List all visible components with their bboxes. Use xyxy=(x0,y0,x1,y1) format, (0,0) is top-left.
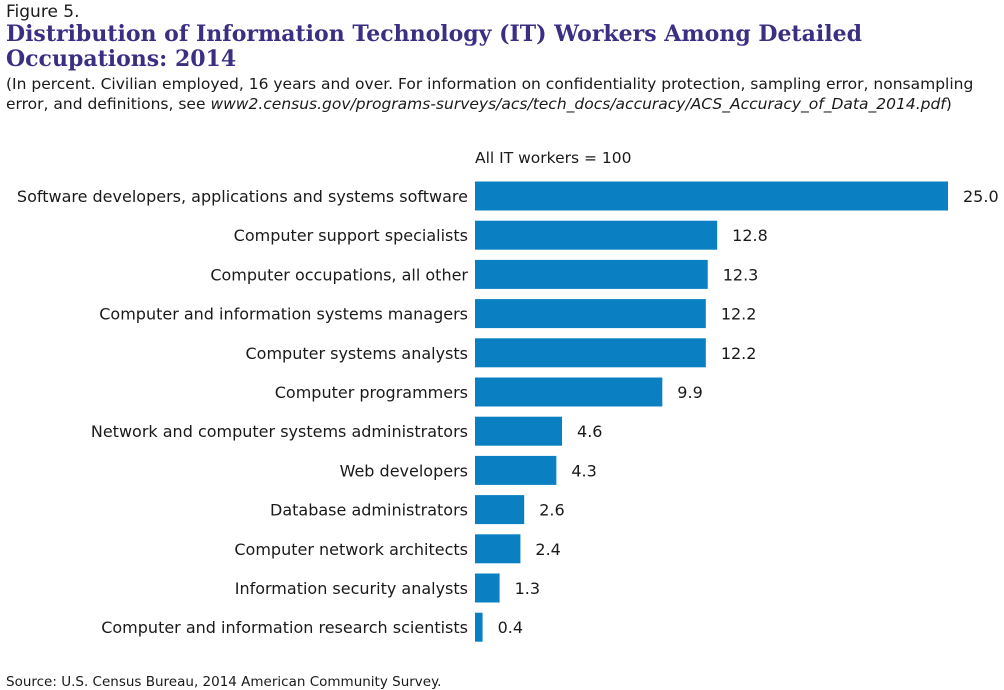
value-label: 12.2 xyxy=(721,305,757,324)
category-label: Computer and information systems manager… xyxy=(99,305,468,324)
value-label: 2.6 xyxy=(539,501,564,520)
value-label: 9.9 xyxy=(677,383,702,402)
category-label: Web developers xyxy=(340,461,468,480)
category-label: Computer occupations, all other xyxy=(210,265,468,284)
category-label: Computer and information research scient… xyxy=(101,618,468,637)
value-label: 4.6 xyxy=(577,422,602,441)
value-label: 12.8 xyxy=(732,226,768,245)
value-label: 1.3 xyxy=(515,579,540,598)
value-label: 2.4 xyxy=(535,540,560,559)
bar-chart: Software developers, applications and sy… xyxy=(17,181,999,642)
source-note: Source: U.S. Census Bureau, 2014 America… xyxy=(6,674,442,690)
value-label: 25.0 xyxy=(963,187,999,206)
value-label: 12.2 xyxy=(721,344,757,363)
category-label: Network and computer systems administrat… xyxy=(91,422,468,441)
bar xyxy=(475,181,948,211)
bar xyxy=(475,377,663,407)
bar xyxy=(475,612,483,642)
category-label: Software developers, applications and sy… xyxy=(17,187,468,206)
bar xyxy=(475,299,706,329)
bar xyxy=(475,455,557,485)
category-label: Database administrators xyxy=(270,501,468,520)
bar xyxy=(475,259,708,289)
subtitle-text: (In percent. Civilian employed, 16 years… xyxy=(6,75,974,113)
subtitle-close: ) xyxy=(945,95,952,113)
bar xyxy=(475,495,525,525)
category-label: Information security analysts xyxy=(235,579,468,598)
bar xyxy=(475,338,706,368)
figure-label: Figure 5. xyxy=(6,2,80,22)
chart-title: Distribution of Information Technology (… xyxy=(6,21,862,72)
bar xyxy=(475,573,500,603)
category-label: Computer systems analysts xyxy=(246,344,469,363)
chart-subtitle: (In percent. Civilian employed, 16 years… xyxy=(6,74,986,114)
category-label: Computer programmers xyxy=(275,383,468,402)
bar xyxy=(475,416,563,446)
bar xyxy=(475,220,718,250)
category-label: Computer support specialists xyxy=(234,226,468,245)
category-label: Computer network architects xyxy=(234,540,468,559)
bar xyxy=(475,534,521,564)
value-label: 0.4 xyxy=(498,618,523,637)
scale-note: All IT workers = 100 xyxy=(475,149,632,167)
value-label: 12.3 xyxy=(723,265,759,284)
accuracy-link[interactable]: www2.census.gov/programs-surveys/acs/tec… xyxy=(210,95,946,113)
value-label: 4.3 xyxy=(571,461,596,480)
